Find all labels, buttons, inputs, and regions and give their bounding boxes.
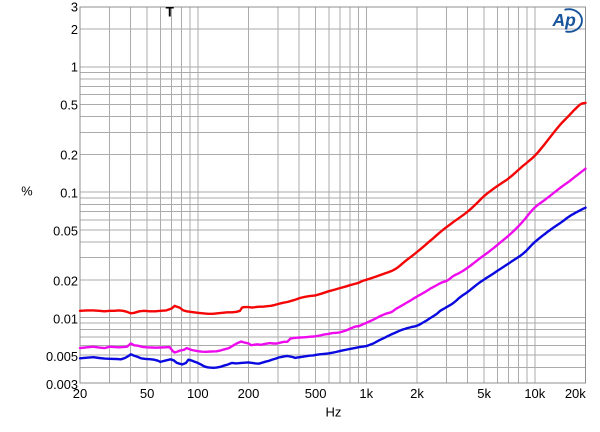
svg-text:0.1: 0.1 xyxy=(60,186,78,201)
svg-text:0.2: 0.2 xyxy=(60,148,78,163)
svg-text:0.5: 0.5 xyxy=(60,98,78,113)
svg-text:10k: 10k xyxy=(524,386,545,401)
svg-text:500: 500 xyxy=(305,386,327,401)
svg-text:1k: 1k xyxy=(359,386,373,401)
svg-text:0.05: 0.05 xyxy=(53,223,78,238)
svg-text:Ap: Ap xyxy=(552,10,577,30)
svg-text:Hz: Hz xyxy=(326,405,342,420)
svg-text:2: 2 xyxy=(71,22,78,37)
svg-text:3: 3 xyxy=(71,0,78,15)
svg-text:100: 100 xyxy=(187,386,209,401)
svg-text:T: T xyxy=(166,5,175,20)
svg-text:2k: 2k xyxy=(410,386,424,401)
svg-text:0.02: 0.02 xyxy=(53,273,78,288)
svg-text:0.003: 0.003 xyxy=(46,377,78,392)
svg-text:0.01: 0.01 xyxy=(53,311,78,326)
svg-text:1: 1 xyxy=(71,60,78,75)
svg-text:20k: 20k xyxy=(565,386,586,401)
svg-text:200: 200 xyxy=(238,386,260,401)
svg-text:20: 20 xyxy=(73,386,87,401)
svg-text:%: % xyxy=(21,184,32,199)
svg-text:5k: 5k xyxy=(477,386,491,401)
svg-text:50: 50 xyxy=(140,386,154,401)
svg-text:0.005: 0.005 xyxy=(46,349,78,364)
